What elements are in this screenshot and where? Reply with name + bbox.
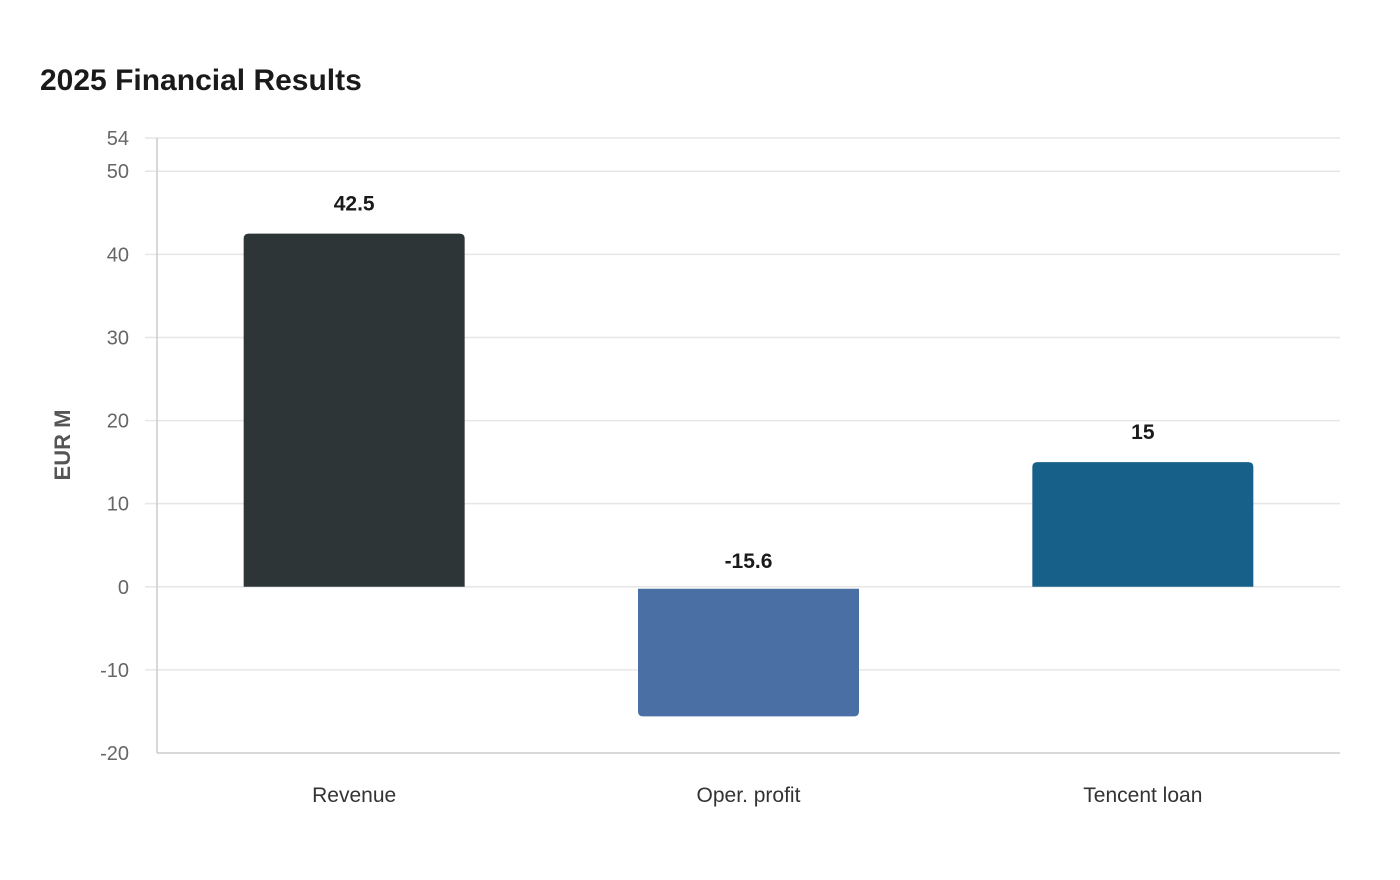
y-tick-label: 10 [107, 494, 129, 516]
y-tick-label: 50 [107, 161, 129, 183]
data-label-0: 42.5 [334, 193, 375, 216]
y-axis-ticks: -20 -10 0 10 20 30 40 50 54 [100, 128, 129, 765]
y-tick-label: 20 [107, 411, 129, 433]
category-label-2: Tencent loan [1083, 784, 1202, 807]
chart-title: 2025 Financial Results [40, 64, 362, 97]
data-label-2: 15 [1131, 421, 1155, 444]
bar-0 [243, 233, 465, 587]
y-tick-label: 54 [107, 128, 129, 150]
y-tick-label: -10 [100, 660, 129, 682]
y-axis-title: EUR M [50, 410, 75, 481]
y-tick-label: 40 [107, 244, 129, 266]
bars [243, 233, 1254, 717]
category-label-1: Oper. profit [697, 784, 801, 807]
data-labels: 42.5 -15.6 15 [334, 193, 1155, 573]
y-tick-label: 30 [107, 327, 129, 349]
category-label-0: Revenue [312, 784, 396, 807]
y-tick-label: 0 [118, 577, 129, 599]
y-tick-label: -20 [100, 743, 129, 765]
bar-2 [1032, 462, 1254, 587]
data-label-1: -15.6 [725, 550, 773, 573]
x-axis-categories: Revenue Oper. profit Tencent loan [312, 784, 1202, 807]
bar-1 [638, 588, 859, 717]
